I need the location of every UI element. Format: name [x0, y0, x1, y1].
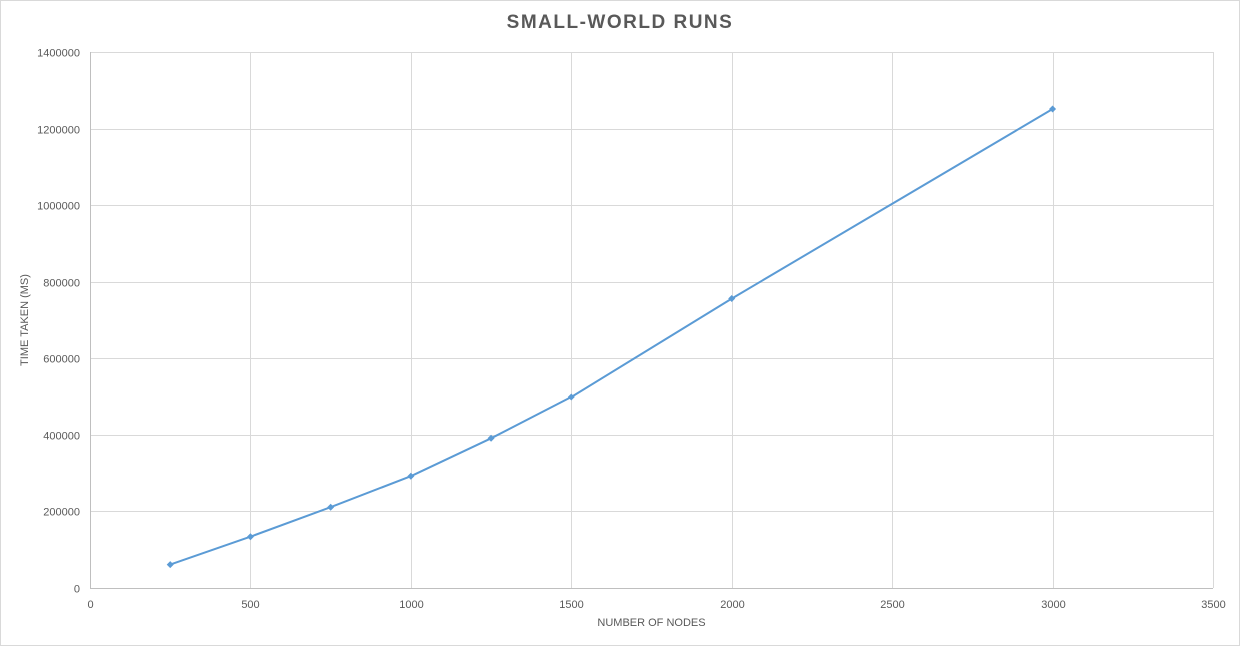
y-axis-ticks: 0 200000 400000 600000 800000 1000000 1200000 1…: [37, 48, 80, 596]
chart-title: SMALL-WORLD RUNS: [506, 12, 734, 33]
y-tick-label: 0: [74, 584, 80, 596]
x-tick-label: 2000: [720, 599, 744, 611]
x-tick-label: 3000: [1041, 599, 1065, 611]
data-point: [1049, 105, 1057, 113]
y-tick-label: 200000: [43, 507, 80, 519]
y-tick-label: 1000000: [37, 201, 80, 213]
x-tick-label: 1000: [399, 599, 423, 611]
series-group: [166, 105, 1057, 569]
x-axis-label: NUMBER OF NODES: [597, 617, 705, 629]
series-line: [169, 108, 1054, 566]
y-tick-label: 1400000: [37, 48, 80, 60]
data-point: [728, 295, 736, 303]
y-axis-label: TIME TAKEN (MS): [19, 274, 31, 366]
data-point: [567, 393, 575, 401]
x-tick-label: 2500: [880, 599, 904, 611]
y-tick-label: 400000: [43, 431, 80, 443]
data-point: [407, 472, 415, 480]
x-tick-label: 3500: [1201, 599, 1225, 611]
y-tick-label: 600000: [43, 354, 80, 366]
x-axis-ticks: 0 500 1000 1500 2000 2500 3000 3500: [87, 599, 1225, 611]
y-tick-label: 1200000: [37, 125, 80, 137]
y-tick-label: 800000: [43, 278, 80, 290]
x-tick-label: 500: [241, 599, 259, 611]
data-point: [487, 434, 495, 442]
gridlines: [90, 52, 1214, 589]
data-point: [166, 561, 174, 569]
data-point: [246, 533, 254, 541]
x-tick-label: 1500: [559, 599, 583, 611]
data-point: [327, 503, 335, 511]
x-tick-label: 0: [87, 599, 93, 611]
